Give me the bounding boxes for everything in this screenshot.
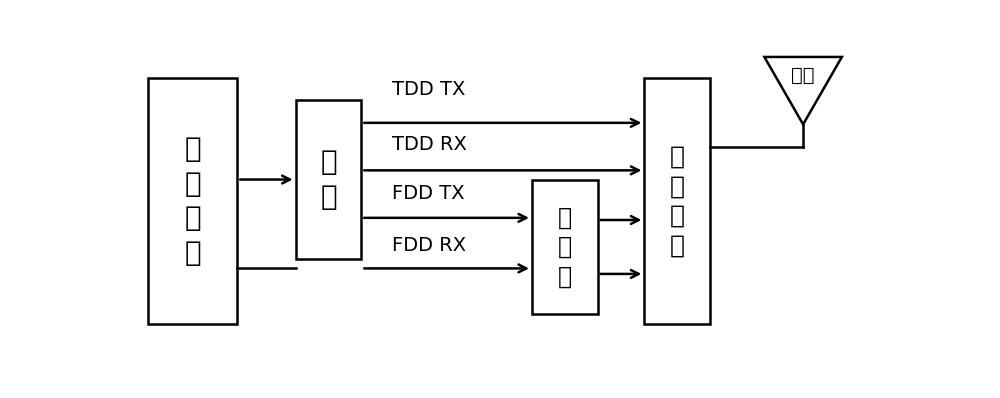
Polygon shape [764, 57, 842, 124]
Bar [148, 78, 237, 324]
Text: 天
线
开
关: 天 线 开 关 [670, 144, 685, 258]
Text: TDD RX: TDD RX [392, 135, 467, 154]
Text: FDD RX: FDD RX [392, 236, 466, 255]
Text: FDD TX: FDD TX [392, 184, 465, 203]
Bar [296, 100, 361, 259]
Bar [532, 179, 598, 314]
Bar [644, 78, 710, 324]
Text: 双
工
器: 双 工 器 [558, 205, 572, 289]
Text: 功
放: 功 放 [320, 148, 337, 211]
Text: 天线: 天线 [791, 66, 815, 85]
Text: 射
频
芯
片: 射 频 芯 片 [184, 135, 201, 267]
Text: TDD TX: TDD TX [392, 80, 466, 99]
